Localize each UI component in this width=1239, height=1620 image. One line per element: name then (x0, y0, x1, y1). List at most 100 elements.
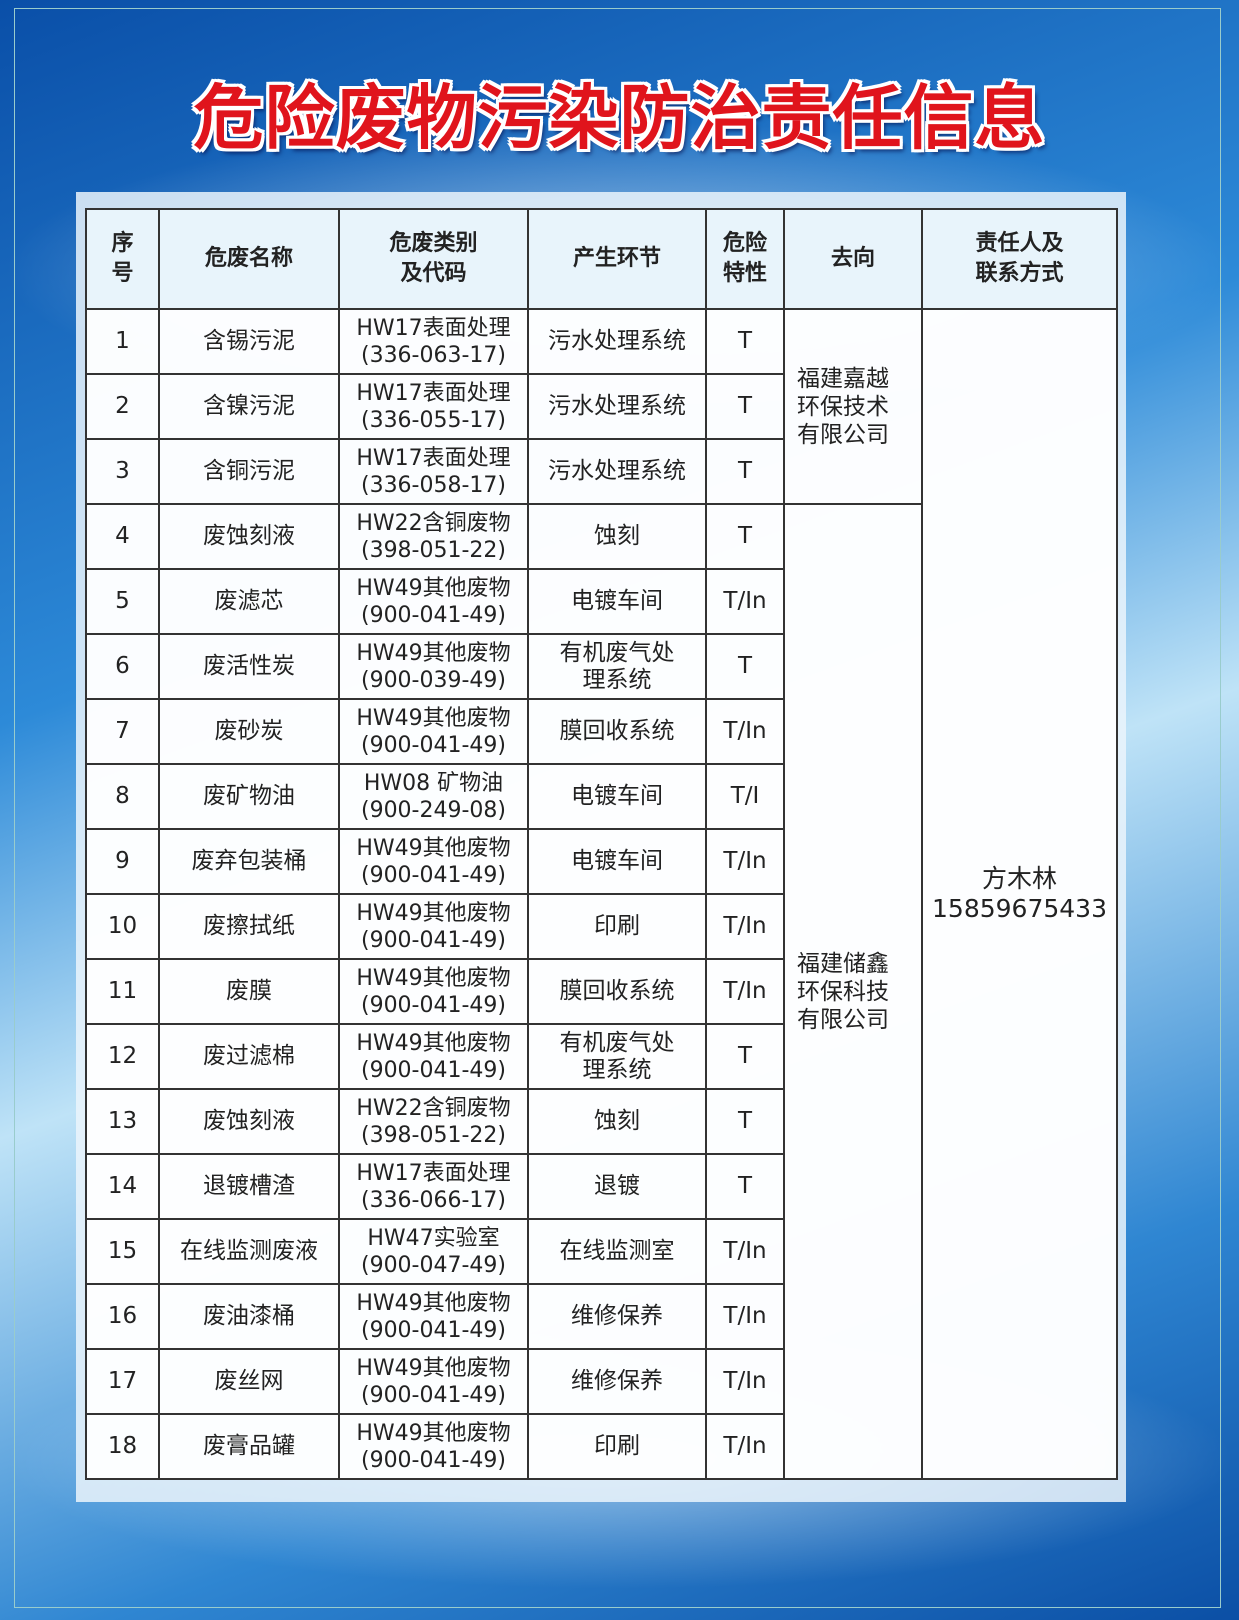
generation-stage: 维修保养 (527, 1348, 707, 1415)
hazard-property: T (705, 308, 785, 375)
cell-text: HW49其他废物 (356, 575, 511, 601)
row-number: 14 (85, 1153, 160, 1220)
cell-text: 印刷 (594, 1433, 640, 1459)
cell-text: 废膏品罐 (203, 1433, 295, 1459)
cell-text: (900-041-49) (360, 927, 507, 953)
waste-code: HW49其他废物 (900-041-49) (338, 893, 529, 960)
cell-text: T (737, 458, 753, 484)
cell-text: T (737, 328, 753, 354)
generation-stage: 电镀车间 (527, 763, 707, 830)
cell-text: 9 (115, 848, 130, 874)
waste-code: HW49其他废物 (900-041-49) (338, 698, 529, 765)
waste-name: 废矿物油 (158, 763, 340, 830)
cell-text: T/I (730, 783, 760, 809)
hazard-property: T (705, 1088, 785, 1155)
row-number: 7 (85, 698, 160, 765)
cell-text: HW49其他废物 (356, 835, 511, 861)
cell-text: 福建嘉越环保技术有限公司 (797, 365, 889, 448)
waste-name: 废蚀刻液 (158, 503, 340, 570)
header-responsible: 责任人及 联系方式 (921, 208, 1118, 310)
header-stage: 产生环节 (527, 208, 707, 310)
waste-name: 废砂炭 (158, 698, 340, 765)
cell-text: 福建储鑫环保科技有限公司 (797, 950, 889, 1033)
cell-text: 废油漆桶 (203, 1303, 295, 1329)
hazard-property: T/In (705, 1413, 785, 1480)
responsible-phone: 15859675433 (932, 894, 1107, 923)
row-number: 17 (85, 1348, 160, 1415)
cell-text: 含锡污泥 (203, 328, 295, 354)
table-row: 9 废弃包装桶 HW49其他废物 (900-041-49) 电镀车间 T/In (85, 828, 1117, 895)
hazard-property: T/In (705, 828, 785, 895)
row-number: 6 (85, 633, 160, 700)
generation-stage: 有机废气处理系统 (527, 1023, 707, 1090)
cell-text: (398-051-22) (360, 1122, 507, 1148)
hazard-property: T/I (705, 763, 785, 830)
generation-stage: 污水处理系统 (527, 308, 707, 375)
cell-text: T (737, 653, 753, 679)
cell-text: HW49其他废物 (356, 1290, 511, 1316)
cell-text: HW49其他废物 (356, 1355, 511, 1381)
poster-title: 危险废物污染防治责任信息 (193, 77, 1046, 159)
cell-text: 2 (115, 393, 130, 419)
hazard-property: T (705, 438, 785, 505)
table-row: 3 含铜污泥 HW17表面处理 (336-058-17) 污水处理系统 T (85, 438, 1117, 505)
generation-stage: 电镀车间 (527, 828, 707, 895)
header-row: 序号 危废名称 危废类别 及代码 产生环节 危险特性 去向 责任人及 联系方式 (85, 208, 1118, 310)
hazard-property: T (705, 633, 785, 700)
cell-text: 废丝网 (214, 1368, 284, 1394)
waste-name: 退镀槽渣 (158, 1153, 340, 1220)
responsible-name: 方木林 (981, 864, 1057, 893)
cell-text: HW22含铜废物 (356, 510, 511, 536)
cell-text: 在线监测室 (559, 1238, 675, 1264)
row-number: 11 (85, 958, 160, 1025)
waste-name: 废油漆桶 (158, 1283, 340, 1350)
generation-stage: 印刷 (527, 893, 707, 960)
cell-text: (336-066-17) (360, 1187, 507, 1213)
cell-text: T (737, 393, 753, 419)
table-row: 17 废丝网 HW49其他废物 (900-041-49) 维修保养 T/In (85, 1348, 1117, 1415)
cell-text: 膜回收系统 (559, 978, 675, 1004)
waste-name: 含镍污泥 (158, 373, 340, 440)
cell-text: 3 (115, 458, 130, 484)
row-number: 13 (85, 1088, 160, 1155)
hazard-property: T (705, 1023, 785, 1090)
waste-code: HW17表面处理 (336-066-17) (338, 1153, 529, 1220)
table-row: 14 退镀槽渣 HW17表面处理 (336-066-17) 退镀 T (85, 1153, 1117, 1220)
row-number: 5 (85, 568, 160, 635)
cell-text: (900-041-49) (360, 992, 507, 1018)
waste-code: HW49其他废物 (900-041-49) (338, 828, 529, 895)
cell-text: T (737, 1108, 753, 1134)
cell-text: T/In (723, 1303, 767, 1329)
waste-name: 废丝网 (158, 1348, 340, 1415)
cell-text: HW49其他废物 (356, 705, 511, 731)
table-row: 10 废擦拭纸 HW49其他废物 (900-041-49) 印刷 T/In (85, 893, 1117, 960)
cell-text: 蚀刻 (594, 1108, 640, 1134)
cell-text: (900-041-49) (360, 1317, 507, 1343)
cell-text: 5 (115, 588, 130, 614)
cell-text: HW17表面处理 (356, 315, 511, 341)
cell-text: 退镀槽渣 (203, 1173, 295, 1199)
hazard-property: T/In (705, 893, 785, 960)
cell-text: T/In (723, 1238, 767, 1264)
cell-text: 10 (107, 913, 138, 939)
cell-text: 16 (107, 1303, 138, 1329)
cell-text: 污水处理系统 (548, 328, 686, 354)
row-number: 16 (85, 1283, 160, 1350)
cell-text: 污水处理系统 (548, 458, 686, 484)
cell-text: 有机废气处理系统 (559, 1029, 675, 1083)
cell-text: (336-055-17) (360, 407, 507, 433)
cell-text: 退镀 (594, 1173, 640, 1199)
cell-text: (398-051-22) (360, 537, 507, 563)
poster-frame (14, 8, 1221, 1608)
waste-name: 废蚀刻液 (158, 1088, 340, 1155)
waste-name: 废过滤棉 (158, 1023, 340, 1090)
cell-text: 在线监测废液 (180, 1238, 318, 1264)
destination: 福建储鑫环保科技有限公司 (783, 503, 923, 1480)
cell-text: HW22含铜废物 (356, 1095, 511, 1121)
waste-code: HW17表面处理 (336-063-17) (338, 308, 529, 375)
cell-text: 废过滤棉 (203, 1043, 295, 1069)
generation-stage: 膜回收系统 (527, 958, 707, 1025)
cell-text: 废膜 (226, 978, 272, 1004)
cell-text: HW17表面处理 (356, 1160, 511, 1186)
cell-text: (900-041-49) (360, 1447, 507, 1473)
